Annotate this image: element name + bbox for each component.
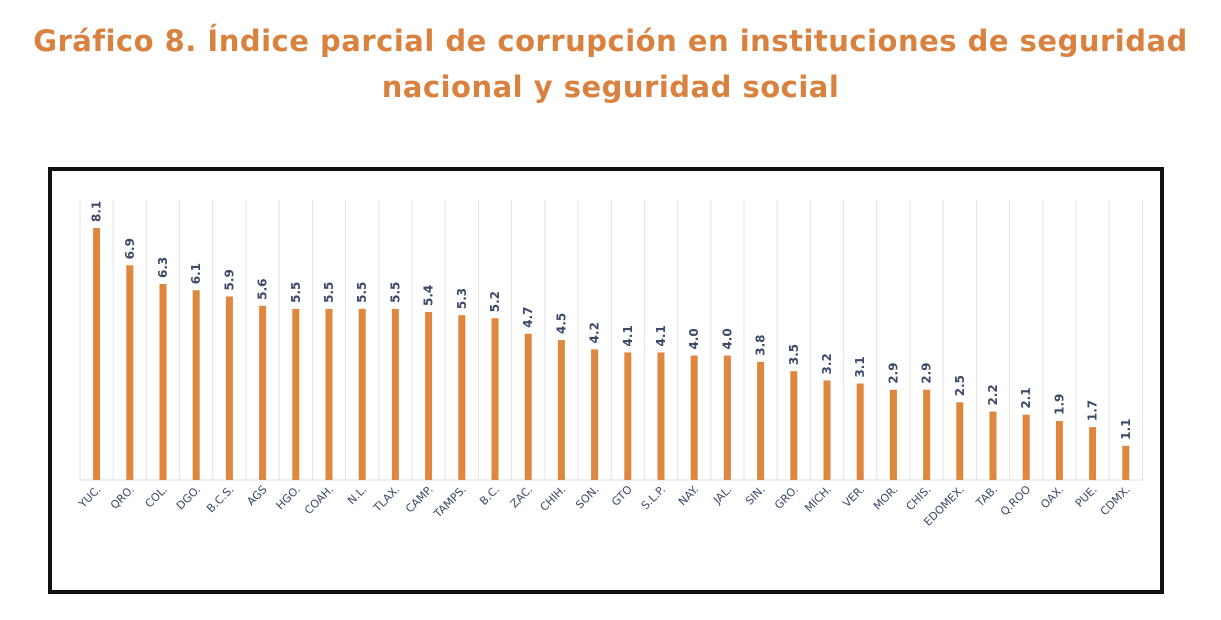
bar: [956, 402, 964, 480]
bar: [690, 355, 698, 480]
x-tick-label: COL.: [143, 483, 171, 511]
bar: [657, 352, 665, 480]
data-label: 5.9: [222, 269, 236, 290]
data-label: 3.1: [853, 356, 867, 377]
x-tick-label: HGO.: [274, 483, 303, 512]
data-label: 3.5: [787, 344, 801, 365]
data-label: 1.1: [1119, 419, 1133, 440]
data-label: 1.7: [1086, 400, 1100, 421]
x-tick-label: N.L.: [345, 483, 369, 507]
bar: [391, 308, 399, 480]
x-tick-label: CHIH.: [538, 483, 569, 514]
chart-title-line-2: nacional y seguridad social: [381, 70, 840, 104]
x-tick-label: B.C.S.: [204, 483, 236, 515]
data-label: 5.3: [455, 288, 469, 309]
data-label: 6.3: [156, 257, 170, 278]
bar: [889, 389, 897, 480]
x-tick-label: CHIS.: [904, 483, 934, 513]
x-tick-label: AGS: [244, 483, 269, 508]
x-tick-label: MICH.: [802, 483, 834, 515]
bar: [989, 411, 997, 480]
x-tick-label: QRO.: [108, 483, 137, 512]
bar: [1022, 414, 1030, 480]
data-label: 2.5: [953, 375, 967, 396]
bar: [823, 380, 831, 480]
data-label: 5.5: [322, 282, 336, 303]
data-label: 2.2: [986, 384, 1000, 405]
data-label: 5.4: [422, 285, 436, 306]
x-tick-label: TAMPS.: [431, 483, 469, 521]
bar: [259, 305, 267, 480]
data-label: 4.1: [621, 325, 635, 346]
bar: [491, 318, 499, 480]
data-label: 5.2: [488, 291, 502, 312]
bar: [757, 361, 765, 480]
x-tick-label: DGO.: [174, 483, 203, 512]
x-tick-label: SON.: [573, 483, 602, 512]
data-label: 8.1: [90, 201, 104, 222]
data-label: 4.0: [687, 328, 701, 349]
data-label: 6.9: [123, 238, 137, 259]
bar: [624, 352, 632, 480]
x-tick-label: JAL.: [710, 483, 734, 507]
bar: [458, 315, 466, 480]
x-tick-label: Q.ROO: [998, 483, 1034, 519]
bar: [790, 371, 798, 480]
bar: [159, 284, 167, 480]
data-label: 4.2: [588, 322, 602, 343]
bar: [1122, 445, 1130, 480]
x-tick-label: TLAX.: [370, 483, 402, 515]
data-label: 5.5: [289, 282, 303, 303]
data-label: 5.5: [355, 282, 369, 303]
x-tick-label: TAB.: [973, 483, 1000, 510]
x-tick-label: SIN.: [743, 483, 768, 508]
data-label: 4.5: [554, 313, 568, 334]
data-label: 6.1: [189, 263, 203, 284]
data-label: 3.8: [754, 335, 768, 356]
x-tick-label: ZAC.: [508, 483, 536, 511]
bar: [856, 383, 864, 480]
x-tick-label: VER.: [840, 483, 867, 510]
data-label: 3.2: [820, 353, 834, 374]
bar: [126, 265, 134, 480]
bar: [358, 308, 366, 480]
x-tick-label: PUE.: [1073, 483, 1100, 510]
chart-frame: [48, 167, 1164, 594]
bar: [1055, 420, 1063, 480]
x-tick-label: GTO: [609, 483, 635, 509]
bar: [557, 340, 565, 480]
data-label: 2.9: [920, 363, 934, 384]
data-label: 5.5: [388, 282, 402, 303]
bar: [524, 333, 532, 480]
data-label: 1.9: [1052, 394, 1066, 415]
data-label: 4.1: [654, 325, 668, 346]
bar: [292, 308, 300, 480]
bar: [192, 290, 200, 480]
bar: [923, 389, 931, 480]
x-tick-label: CDMX.: [1098, 483, 1133, 518]
data-label: 2.1: [1019, 387, 1033, 408]
x-tick-label: NAY.: [676, 483, 701, 508]
bar: [723, 355, 731, 480]
chart-title-line-1: Gráfico 8. Índice parcial de corrupción …: [33, 24, 1188, 58]
data-label: 4.0: [720, 328, 734, 349]
bar: [225, 296, 233, 480]
bar: [1089, 427, 1097, 480]
bar: [425, 312, 433, 480]
bar: [591, 349, 599, 480]
x-tick-label: B.C.: [477, 483, 502, 508]
x-tick-label: MOR.: [871, 483, 901, 513]
x-tick-label: YUC.: [75, 483, 103, 511]
x-tick-label: S.L.P.: [639, 483, 668, 512]
x-tick-label: GRO.: [772, 483, 801, 512]
x-tick-label: COAH.: [302, 483, 336, 517]
data-label: 5.6: [256, 279, 270, 300]
bar: [325, 308, 333, 480]
bar: [93, 228, 101, 480]
x-tick-label: OAX.: [1038, 483, 1066, 511]
data-label: 2.9: [886, 363, 900, 384]
data-label: 4.7: [521, 307, 535, 328]
